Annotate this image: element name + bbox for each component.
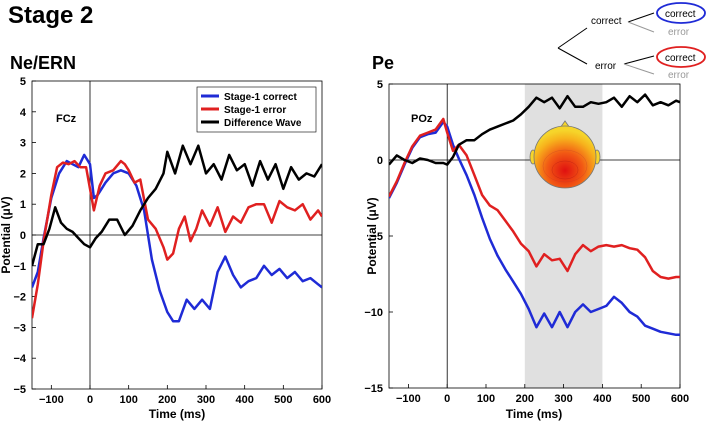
tree-subbranch-correct-error: [627, 21, 655, 33]
ern-y-tick-label: 2: [20, 168, 26, 180]
ern-legend-label-error: Stage-1 error: [224, 105, 286, 116]
pe-x-tick-label: 100: [477, 393, 495, 405]
decision-tree: correct error correct error correct erro…: [557, 2, 706, 81]
tree-leaf-correct-error: error: [668, 27, 690, 38]
tree-leaf-correct-correct: correct: [665, 9, 696, 20]
ern-y-tick-label: −4: [13, 353, 26, 365]
ern-legend: Stage-1 correct Stage-1 error Difference…: [196, 86, 317, 133]
pe-x-tick-label: 400: [593, 393, 611, 405]
pe-x-tick-label: 300: [554, 393, 572, 405]
ern-y-tick-label: 3: [20, 138, 26, 150]
pe-x-tick-label: 200: [516, 393, 534, 405]
tree-leaf-error-error: error: [668, 70, 690, 81]
ern-x-tick-label: −100: [39, 394, 64, 406]
pe-plot-frame: [388, 83, 681, 389]
pe-electrode-label: POz: [411, 113, 433, 125]
ern-legend-label-correct: Stage-1 correct: [224, 92, 297, 103]
ern-series: [32, 144, 322, 323]
scalp-topography-map: [529, 120, 601, 189]
pe-y-tick-label: 5: [377, 79, 383, 91]
tree-branch-correct: [557, 27, 588, 49]
ern-ticks: −100 0 100 200 300 400 500 600 −5 −4 −3 −2 −1 0 1 2 3 4 5: [13, 76, 331, 406]
pe-series: [389, 93, 680, 337]
ern-x-tick-label: 200: [158, 394, 176, 406]
pe-y-tick-label: −5: [370, 231, 383, 243]
scalp-contour-2: [551, 160, 579, 180]
pe-line-error: [389, 117, 680, 280]
ern-x-tick-label: 600: [313, 394, 331, 406]
pe-y-tick-label: −10: [364, 307, 383, 319]
tree-subbranch-error-correct: [623, 55, 655, 65]
tree-node-correct: correct: [591, 16, 622, 27]
pe-x-tick-label: −100: [396, 393, 421, 405]
ern-line-error: [32, 159, 322, 319]
ern-x-tick-label: 300: [197, 394, 215, 406]
scalp-contour-1: [542, 149, 588, 183]
pe-y-tick-label: −15: [364, 383, 383, 395]
pe-y-label: Potential (μV): [365, 197, 379, 274]
stage-title: Stage 2: [8, 2, 94, 29]
tree-branch-error: [557, 47, 588, 65]
ern-y-tick-label: 0: [20, 230, 26, 242]
ern-y-tick-label: −5: [13, 384, 26, 396]
pe-x-label: Time (ms): [506, 407, 562, 421]
ern-y-tick-label: −3: [13, 322, 26, 334]
ern-y-tick-label: 1: [20, 199, 26, 211]
ern-x-tick-label: 100: [119, 394, 137, 406]
ern-y-label: Potential (μV): [0, 196, 13, 273]
pe-panel-title: Pe: [372, 53, 394, 73]
ern-legend-label-difference: Difference Wave: [224, 118, 302, 129]
tree-node-error: error: [595, 61, 617, 72]
pe-ticks: −100 0 100 200 300 400 500 600 −15 −10 −5 0 5: [364, 79, 689, 405]
tree-leaf-error-correct: correct: [665, 53, 696, 64]
pe-panel: Pe −100 0 100 200 300 400 500 600 −15 −10 −5 0 5 POz…: [364, 53, 689, 421]
ern-line-correct: [32, 153, 322, 323]
ern-x-tick-label: 0: [87, 394, 93, 406]
ern-x-tick-label: 400: [235, 394, 253, 406]
pe-line-difference: [389, 93, 680, 166]
ern-y-tick-label: 4: [20, 107, 27, 119]
tree-subbranch-correct-correct: [627, 12, 655, 23]
pe-line-correct: [389, 120, 680, 337]
ern-electrode-label: FCz: [56, 113, 77, 125]
ern-y-tick-label: −2: [13, 292, 26, 304]
tree-highlight-blue: [656, 2, 706, 24]
tree-subbranch-error-error: [623, 63, 655, 75]
ern-panel-title: Ne/ERN: [10, 53, 76, 73]
ern-line-difference: [32, 144, 322, 267]
pe-y-tick-label: 0: [377, 155, 383, 167]
scalp-head: [533, 125, 597, 189]
tree-highlight-red: [656, 46, 706, 68]
ern-y-tick-label: −1: [13, 261, 26, 273]
ern-panel: Ne/ERN −100 0 100 200 300 400 500 600−5−4−3−2−1…: [0, 53, 331, 421]
ern-y-tick-label: 5: [20, 76, 26, 88]
pe-x-tick-label: 0: [444, 393, 450, 405]
ern-x-label: Time (ms): [149, 407, 205, 421]
pe-x-tick-label: 500: [632, 393, 650, 405]
ern-x-tick-label: 500: [274, 394, 292, 406]
ern-axes: [31, 80, 323, 390]
pe-x-tick-label: 600: [671, 393, 689, 405]
